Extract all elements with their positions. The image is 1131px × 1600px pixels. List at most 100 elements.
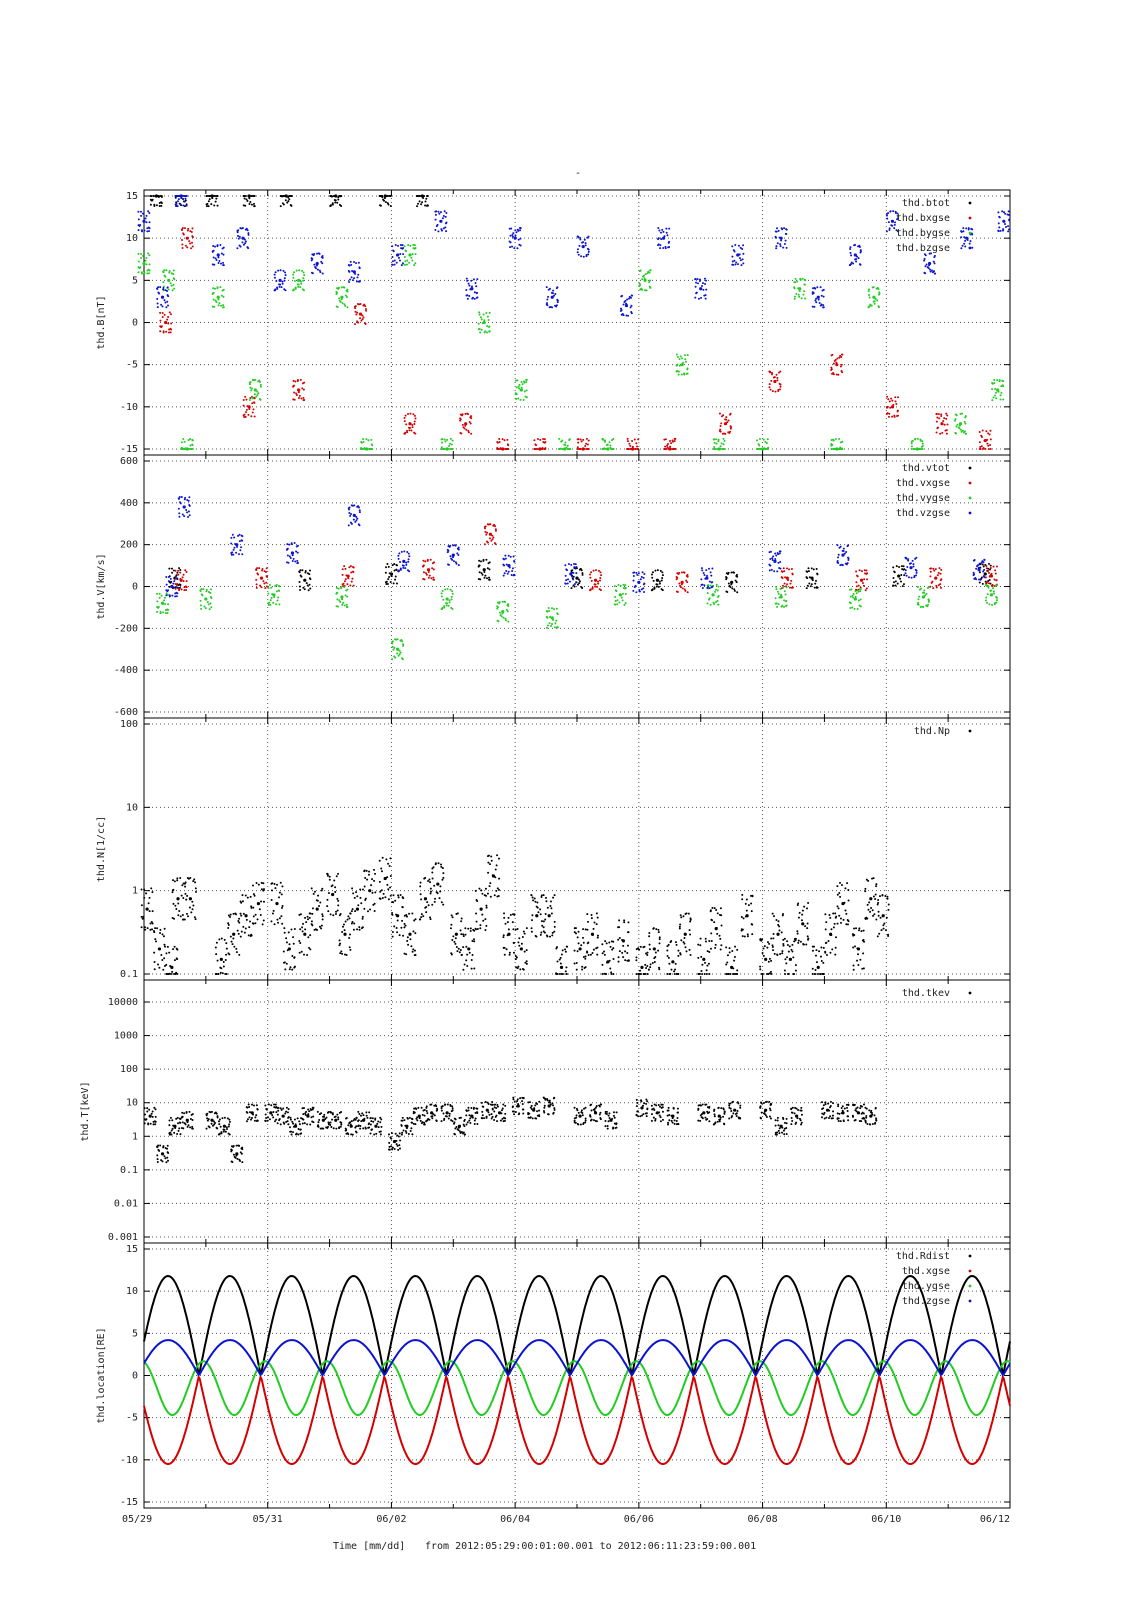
data-point bbox=[288, 195, 291, 197]
data-point bbox=[261, 567, 264, 570]
data-point bbox=[348, 566, 351, 569]
data-point bbox=[694, 296, 697, 299]
data-point bbox=[814, 299, 817, 302]
data-point bbox=[212, 249, 215, 252]
data-point bbox=[396, 931, 399, 934]
data-point bbox=[694, 278, 697, 281]
data-point bbox=[184, 244, 187, 247]
data-point bbox=[556, 299, 559, 302]
legend-entry: thd.vtot bbox=[902, 463, 950, 474]
data-point bbox=[774, 558, 777, 561]
data-point bbox=[465, 959, 468, 962]
data-point bbox=[442, 872, 445, 875]
data-point bbox=[732, 967, 735, 970]
data-point bbox=[794, 937, 797, 940]
data-point bbox=[896, 230, 899, 233]
data-point bbox=[502, 936, 505, 939]
data-point bbox=[646, 272, 649, 275]
data-point bbox=[362, 440, 365, 443]
data-point bbox=[782, 938, 785, 941]
data-point bbox=[313, 928, 316, 931]
data-point bbox=[741, 935, 744, 938]
data-point bbox=[411, 259, 414, 262]
data-point bbox=[405, 953, 408, 956]
data-point bbox=[731, 260, 734, 263]
data-point bbox=[340, 295, 344, 299]
data-point bbox=[666, 949, 669, 952]
data-point bbox=[276, 1122, 279, 1125]
data-point bbox=[226, 1117, 229, 1120]
data-point bbox=[547, 606, 550, 609]
data-point bbox=[290, 928, 293, 931]
data-point bbox=[658, 942, 661, 945]
data-point bbox=[352, 584, 355, 587]
data-point bbox=[404, 567, 407, 570]
data-point bbox=[839, 365, 842, 368]
data-point bbox=[720, 422, 723, 425]
data-point bbox=[809, 585, 812, 588]
data-point bbox=[533, 448, 536, 450]
data-point bbox=[849, 606, 852, 609]
data-point bbox=[558, 448, 561, 450]
data-point bbox=[413, 954, 416, 957]
data-point bbox=[407, 943, 410, 946]
data-point bbox=[772, 933, 775, 936]
data-point bbox=[994, 569, 997, 572]
data-point bbox=[698, 973, 701, 975]
data-point bbox=[352, 928, 355, 931]
data-point bbox=[200, 593, 203, 596]
data-point bbox=[167, 288, 170, 291]
data-point bbox=[869, 910, 872, 913]
data-point bbox=[191, 235, 194, 238]
data-point bbox=[399, 244, 402, 247]
data-point bbox=[699, 944, 702, 947]
data-point bbox=[584, 957, 587, 960]
data-point bbox=[432, 578, 435, 581]
data-point bbox=[861, 967, 864, 970]
data-point bbox=[791, 950, 794, 953]
data-point bbox=[167, 331, 170, 334]
data-point bbox=[410, 256, 413, 259]
data-point bbox=[476, 296, 479, 299]
data-point bbox=[715, 909, 718, 912]
data-point bbox=[725, 946, 728, 949]
data-point bbox=[297, 285, 300, 288]
data-point bbox=[567, 563, 570, 566]
data-point bbox=[740, 264, 743, 267]
data-point bbox=[341, 598, 344, 601]
data-point bbox=[705, 569, 708, 572]
data-point bbox=[822, 973, 825, 975]
data-point bbox=[822, 946, 825, 949]
data-point bbox=[741, 247, 744, 250]
data-point bbox=[902, 583, 905, 586]
data-point bbox=[221, 1117, 224, 1120]
data-point bbox=[269, 599, 272, 602]
data-point bbox=[425, 573, 428, 576]
data-point bbox=[550, 291, 553, 294]
data-point bbox=[513, 560, 516, 563]
y-tick-label: 200 bbox=[120, 540, 138, 551]
data-point bbox=[248, 926, 251, 929]
data-point bbox=[779, 370, 782, 373]
data-point bbox=[392, 250, 395, 253]
data-point bbox=[678, 358, 681, 361]
data-point bbox=[920, 448, 923, 450]
data-point bbox=[241, 539, 244, 542]
data-point bbox=[618, 937, 621, 940]
data-point bbox=[716, 912, 719, 915]
data-point bbox=[356, 302, 359, 305]
data-point bbox=[842, 918, 845, 921]
data-point bbox=[703, 277, 706, 280]
data-point bbox=[162, 286, 165, 289]
data-point bbox=[356, 311, 359, 314]
data-point bbox=[241, 535, 244, 538]
data-point bbox=[151, 891, 154, 894]
data-point bbox=[174, 582, 177, 585]
data-point bbox=[256, 394, 259, 397]
data-point bbox=[839, 545, 842, 548]
data-point bbox=[829, 916, 832, 919]
data-point bbox=[550, 907, 553, 910]
data-point bbox=[470, 417, 473, 420]
data-point bbox=[960, 412, 963, 415]
data-point bbox=[386, 582, 389, 585]
